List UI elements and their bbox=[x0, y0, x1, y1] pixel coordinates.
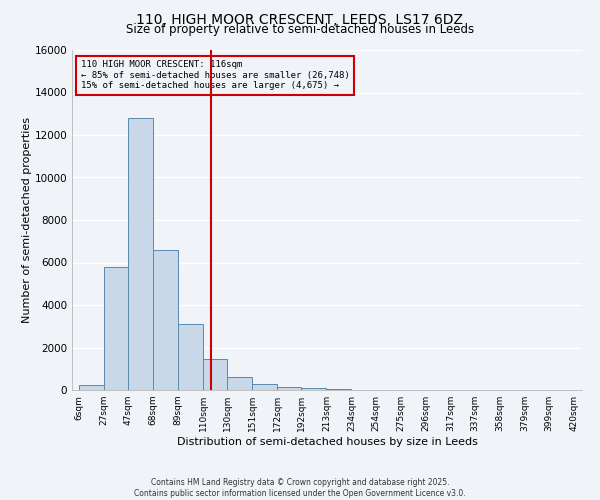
X-axis label: Distribution of semi-detached houses by size in Leeds: Distribution of semi-detached houses by … bbox=[176, 437, 478, 447]
Text: Contains HM Land Registry data © Crown copyright and database right 2025.
Contai: Contains HM Land Registry data © Crown c… bbox=[134, 478, 466, 498]
Y-axis label: Number of semi-detached properties: Number of semi-detached properties bbox=[22, 117, 32, 323]
Bar bbox=[128, 118, 153, 390]
Bar bbox=[277, 388, 301, 390]
Bar bbox=[79, 384, 104, 390]
Bar bbox=[301, 388, 326, 390]
Bar bbox=[253, 384, 277, 390]
Bar bbox=[178, 324, 203, 390]
Bar bbox=[104, 267, 128, 390]
Bar bbox=[227, 377, 253, 390]
Text: Size of property relative to semi-detached houses in Leeds: Size of property relative to semi-detach… bbox=[126, 22, 474, 36]
Bar bbox=[153, 250, 178, 390]
Bar bbox=[203, 359, 227, 390]
Text: 110, HIGH MOOR CRESCENT, LEEDS, LS17 6DZ: 110, HIGH MOOR CRESCENT, LEEDS, LS17 6DZ bbox=[137, 12, 464, 26]
Text: 110 HIGH MOOR CRESCENT: 116sqm
← 85% of semi-detached houses are smaller (26,748: 110 HIGH MOOR CRESCENT: 116sqm ← 85% of … bbox=[80, 60, 349, 90]
Bar bbox=[326, 389, 352, 390]
